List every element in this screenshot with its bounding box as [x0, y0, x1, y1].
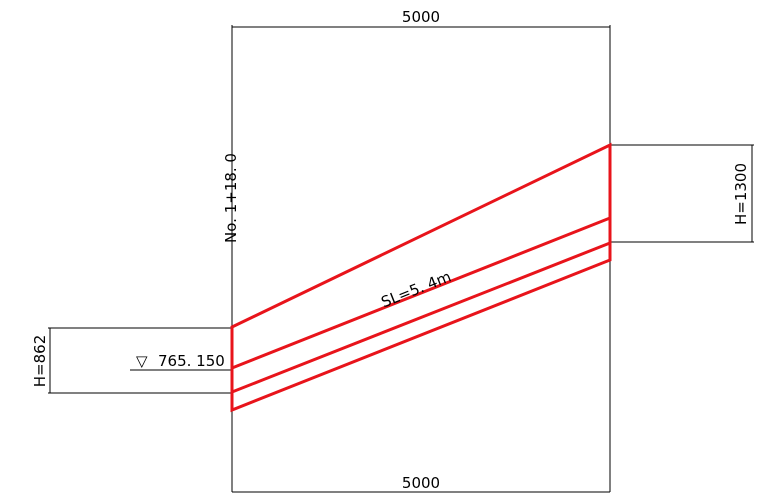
water-level-symbol: ▽: [136, 352, 148, 370]
water-level-value: 765. 150: [158, 352, 225, 370]
left-height-label: H=862: [31, 335, 49, 387]
right-height-label: H=1300: [732, 163, 750, 225]
slope-structure-outline: [230, 142, 612, 413]
top-width-label: 5000: [402, 8, 440, 26]
slope-length-label: SL=5. 4m: [379, 267, 454, 311]
layer-boundary-lower: [231, 241, 611, 394]
station-label: No. 1+18. 0: [222, 153, 240, 243]
layer-boundary-upper: [231, 216, 611, 370]
bottom-width-label: 5000: [402, 474, 440, 492]
